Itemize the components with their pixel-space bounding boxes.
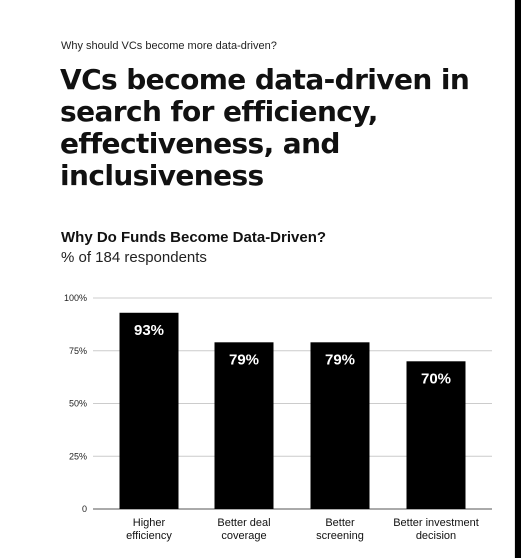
chart-subtitle: % of 184 respondents [61, 249, 207, 266]
y-tick-label: 25% [69, 451, 87, 461]
y-tick-label: 50% [69, 399, 87, 409]
bar [119, 312, 179, 509]
category-labels: Higher efficiency Better deal coverage Bette… [126, 517, 479, 542]
chart-title: Why Do Funds Become Data-Driven? [61, 229, 327, 246]
bar-value-label: 70% [421, 370, 451, 387]
y-tick-label: 100% [64, 293, 87, 303]
y-tick-label: 75% [69, 346, 87, 356]
bars: 93% 79% 79% 70% [119, 312, 466, 509]
bar-chart: 0 25% 50% 75% 100% 93% 79% 79% 70% Higher effici… [64, 293, 492, 542]
bar-value-label: 79% [229, 351, 259, 368]
bar-value-label: 79% [325, 351, 355, 368]
eyebrow-question: Why should VCs become more data-driven? [61, 40, 277, 52]
bar [310, 342, 370, 509]
y-tick-label: 0 [82, 504, 87, 514]
category-label: Higher efficiency [126, 517, 172, 542]
bar [214, 342, 274, 509]
bar [406, 361, 466, 509]
headline: VCs become data-driven in search for eff… [60, 63, 470, 192]
category-label: Better investment decision [393, 517, 479, 542]
bar-value-label: 93% [134, 322, 164, 339]
category-label: Better screening [316, 517, 364, 542]
category-label: Better deal coverage [217, 517, 270, 542]
